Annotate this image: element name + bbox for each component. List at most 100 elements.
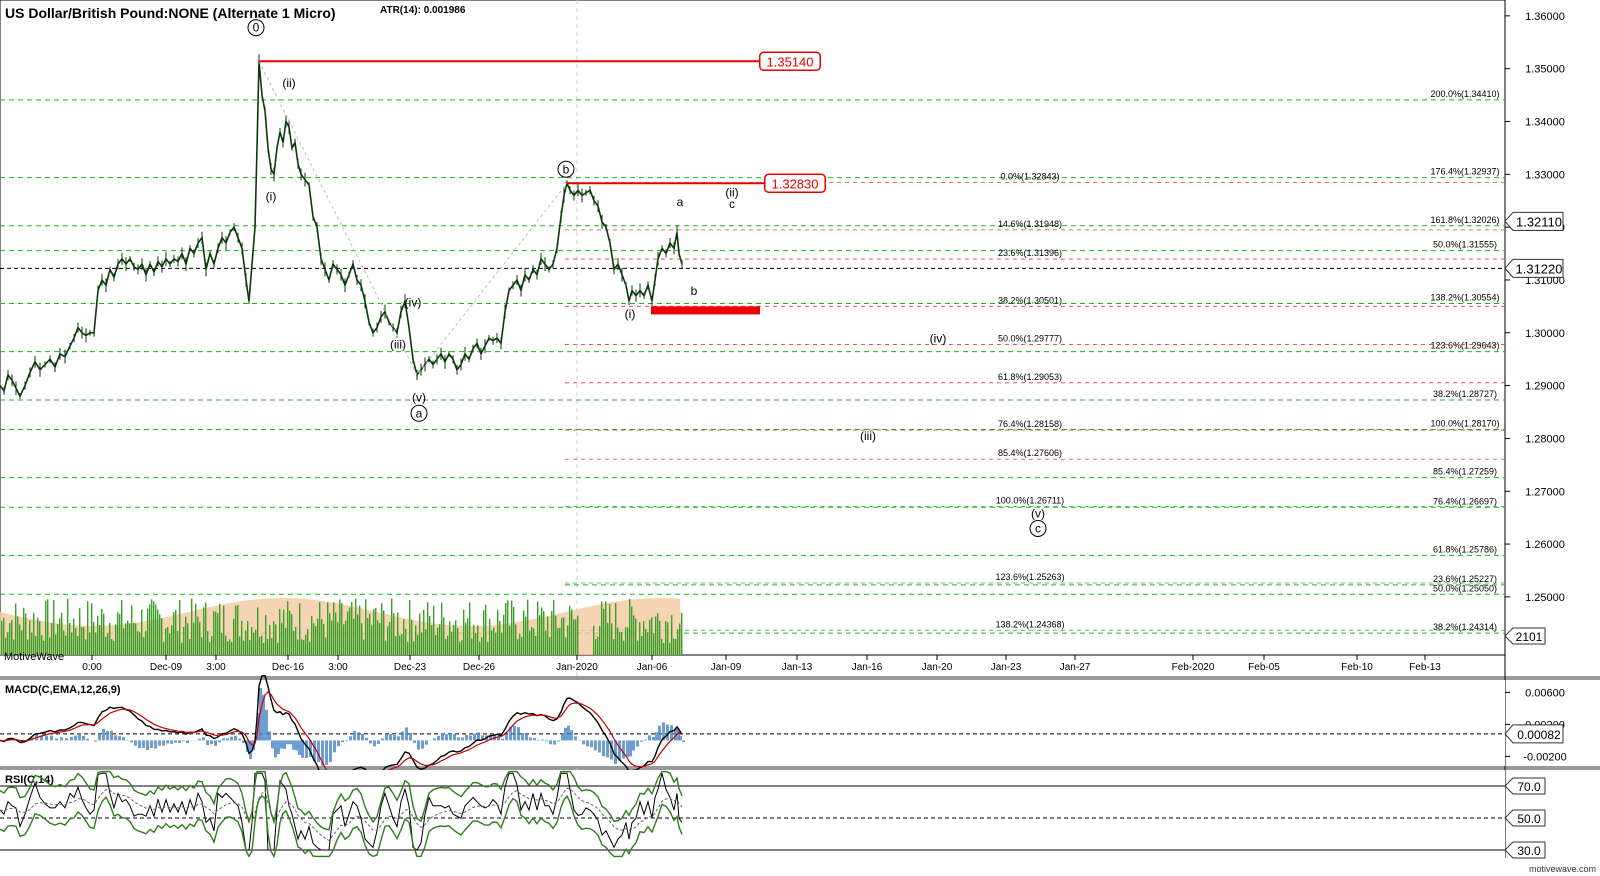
volume-bar bbox=[677, 629, 679, 655]
macd-hist-bar bbox=[670, 725, 673, 741]
volume-bar bbox=[5, 637, 7, 655]
macd-hist-bar bbox=[509, 726, 512, 741]
macd-hist-bar bbox=[652, 736, 655, 741]
volume-bar bbox=[643, 621, 645, 655]
macd-hist-bar bbox=[393, 735, 396, 741]
volume-bar bbox=[231, 642, 233, 655]
macd-hist-bar bbox=[365, 737, 368, 741]
macd-hist-bar bbox=[590, 740, 593, 748]
volume-bar bbox=[157, 609, 159, 655]
volume-bar bbox=[509, 625, 511, 655]
macd-hist-bar bbox=[286, 740, 289, 745]
fib-label: 50.0%(1.31555) bbox=[1433, 240, 1497, 250]
macd-hist-bar bbox=[353, 730, 356, 741]
y-tick-label: 1.30000 bbox=[1525, 328, 1565, 340]
macd-hist-bar bbox=[150, 740, 153, 748]
macd-hist-bar bbox=[545, 740, 548, 742]
macd-hist-bar bbox=[497, 736, 500, 741]
macd-hist-bar bbox=[644, 739, 647, 741]
rsi-bg bbox=[0, 770, 1505, 858]
macd-hist-bar bbox=[640, 740, 643, 742]
volume-bar bbox=[81, 627, 83, 655]
volume-bar bbox=[253, 632, 255, 655]
rsi-panel: RSI(C,14) 70.0 50.0 30.0 bbox=[0, 770, 1546, 859]
macd-hist-bar bbox=[214, 740, 217, 746]
volume-bar bbox=[15, 603, 17, 655]
volume-bar bbox=[245, 630, 247, 655]
volume-bar bbox=[387, 626, 389, 655]
macd-hist-bar bbox=[541, 739, 544, 741]
x-tick-label: Jan-20 bbox=[922, 662, 953, 673]
macd-hist-bar bbox=[441, 733, 444, 741]
macd-hist-bar bbox=[445, 734, 448, 741]
volume-bar bbox=[449, 621, 451, 655]
wave-label-circle bbox=[410, 404, 428, 422]
x-tick-label: Jan-06 bbox=[637, 662, 668, 673]
x-tick-label: Dec-26 bbox=[463, 662, 496, 673]
volume-bar bbox=[171, 625, 173, 655]
macd-current-label: 0.00082 bbox=[1517, 728, 1561, 742]
macd-hist-bar bbox=[421, 740, 424, 749]
volume-bar bbox=[149, 604, 151, 655]
volume-bar bbox=[333, 602, 335, 655]
macd-hist-bar bbox=[648, 735, 651, 741]
macd-hist-bar bbox=[50, 735, 53, 741]
x-tick-label: Dec-23 bbox=[394, 662, 427, 673]
volume-bar bbox=[673, 638, 675, 655]
volume-bar bbox=[69, 622, 71, 655]
macd-hist-bar bbox=[626, 740, 629, 757]
volume-bar bbox=[269, 624, 271, 655]
volume-bar bbox=[61, 612, 63, 655]
price-series bbox=[0, 54, 683, 400]
volume-bar bbox=[291, 614, 293, 655]
volume-bar bbox=[649, 619, 651, 655]
volume-bar bbox=[409, 599, 411, 655]
volume-bar bbox=[25, 613, 27, 655]
volume-bar bbox=[327, 602, 329, 655]
volume-bar bbox=[545, 630, 547, 655]
macd-hist-bar bbox=[473, 733, 476, 741]
volume-bar bbox=[447, 635, 449, 655]
macd-hist-bar bbox=[674, 729, 677, 741]
volume-bar bbox=[389, 621, 391, 655]
volume-bar bbox=[365, 599, 367, 655]
volume-bar bbox=[311, 615, 313, 655]
macd-hist-bar bbox=[82, 735, 85, 741]
volume-bar bbox=[541, 607, 543, 655]
volume-bar bbox=[455, 620, 457, 655]
volume-bar bbox=[89, 632, 91, 655]
x-tick-label: Dec-09 bbox=[150, 662, 183, 673]
price-y-axis[interactable]: 1.360001.350001.340001.330001.320001.310… bbox=[1504, 11, 1565, 645]
macd-hist-bar bbox=[453, 734, 456, 741]
volume-bar bbox=[479, 641, 481, 655]
price-frame bbox=[0, 0, 1506, 656]
current-price-tag: 1.31220 bbox=[1516, 261, 1563, 276]
volume-bar bbox=[483, 610, 485, 655]
volume-bar bbox=[199, 621, 201, 655]
volume-bar bbox=[221, 632, 223, 655]
x-tick-label: Feb-2020 bbox=[1172, 662, 1215, 673]
rsi-line bbox=[0, 772, 683, 851]
volume-bar bbox=[119, 613, 121, 655]
volume-bar bbox=[159, 614, 161, 655]
macd-hist-bar bbox=[154, 740, 157, 749]
fib-label: 38.2%(1.30501) bbox=[998, 295, 1062, 305]
macd-hist-bar bbox=[679, 735, 682, 741]
volume-bar bbox=[425, 629, 427, 655]
volume-bar bbox=[263, 642, 265, 655]
volume-bar bbox=[565, 637, 567, 655]
volume-bar bbox=[601, 601, 603, 655]
volume-bar bbox=[53, 599, 55, 655]
high-price-tag: 1.32110 bbox=[1516, 214, 1562, 229]
volume-bar bbox=[43, 640, 45, 655]
volume-bar bbox=[341, 603, 343, 655]
volume-bar bbox=[3, 617, 5, 655]
volume-bar bbox=[99, 624, 101, 655]
time-x-axis[interactable]: 0:00 Dec-09 3:00 Dec-16 3:00 Dec-23 Dec-26 Jan-… bbox=[82, 655, 1441, 673]
volume-bar bbox=[349, 607, 351, 655]
volume-bar bbox=[239, 636, 241, 655]
price-line bbox=[0, 61, 683, 399]
macd-hist-bar bbox=[582, 740, 585, 745]
macd-hist-bar bbox=[469, 735, 472, 741]
volume-bar bbox=[139, 632, 141, 655]
